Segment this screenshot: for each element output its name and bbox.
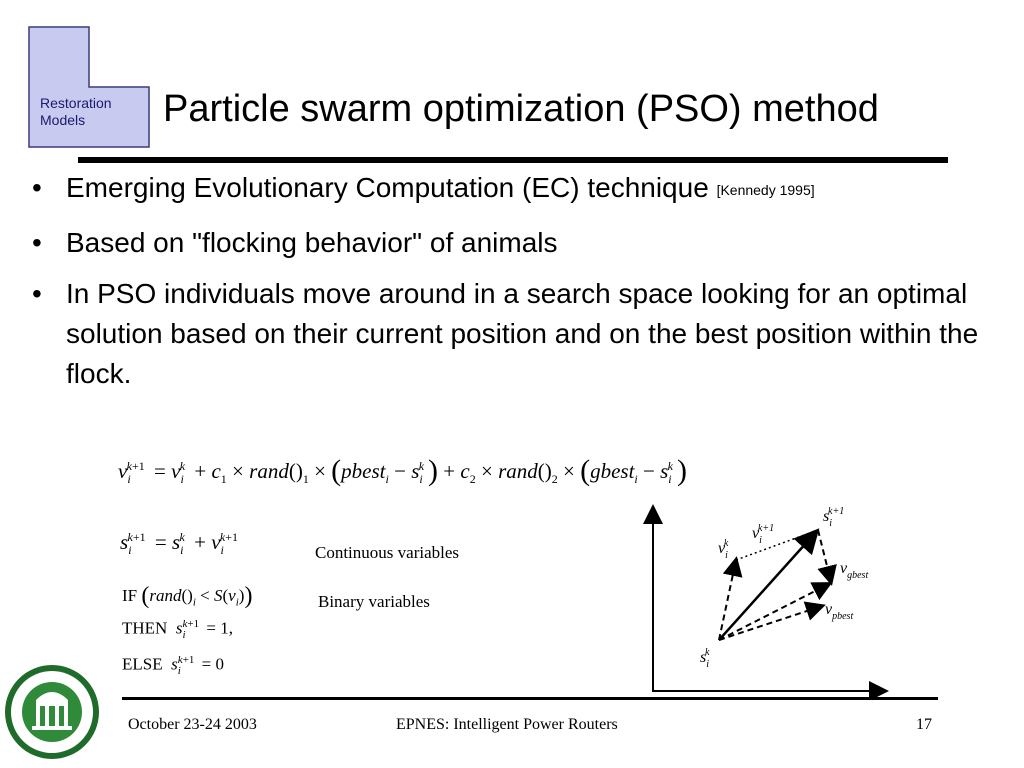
if-keyword: IF (122, 586, 138, 605)
slide-title: Particle swarm optimization (PSO) method (163, 88, 879, 130)
s-ik1-vector (718, 528, 820, 641)
label-v-ik: vik (718, 538, 729, 561)
bullet-item: • In PSO individuals move around in a se… (30, 274, 990, 394)
label-v-gbest: vgbest (840, 560, 868, 581)
else-keyword: ELSE (122, 654, 163, 674)
continuous-variables-label: Continuous variables (315, 543, 460, 562)
binary-then-line: THEN sik+1 = 1, (122, 618, 233, 642)
bullet-dot: • (32, 227, 42, 258)
logo-shape (28, 26, 150, 148)
bullet-item: • Emerging Evolutionary Computation (EC)… (30, 168, 990, 212)
logo-line-2: Models (40, 112, 86, 128)
bullet-text: Emerging Evolutionary Computation (EC) t… (66, 172, 709, 203)
citation: [Kennedy 1995] (716, 182, 815, 198)
title-underline (78, 157, 948, 163)
bullet-text: Based on "flocking behavior" of animals (66, 227, 558, 258)
label-s-ik1: sik+1 (823, 506, 844, 529)
gbest-pull-vector (718, 582, 833, 641)
university-seal-logo (5, 665, 99, 759)
label-s-ik: sik (700, 647, 710, 670)
bullet-list: • Emerging Evolutionary Computation (EC)… (30, 168, 990, 405)
label-v-ik1: vik+1 (752, 523, 774, 546)
footer-title: EPNES: Intelligent Power Routers (396, 716, 618, 733)
v-gbest-vector (817, 529, 837, 586)
logo-line-1: Restoration (40, 95, 112, 111)
velocity-update-equation: vik+1 = vik + c1 × rand()1 × (pbesti − s… (118, 454, 687, 487)
bullet-text: In PSO individuals move around in a sear… (66, 278, 979, 389)
binary-if-line: IF (rand()i < S(vi)) (122, 583, 253, 609)
label-v-pbest: vpbest (825, 601, 853, 622)
then-keyword: THEN (122, 618, 168, 638)
v-ik-vector (718, 556, 743, 641)
bullet-item: • Based on "flocking behavior" of animal… (30, 223, 990, 263)
pso-vector-diagram: vik vik+1 sik+1 vgbest vpbest sik (643, 504, 889, 700)
footer-date: October 23-24 2003 (128, 716, 257, 733)
bullet-dot: • (32, 278, 42, 309)
page-number: 17 (916, 716, 932, 733)
logo-text: Restoration Models (40, 95, 112, 129)
v-pbest-vector (718, 601, 826, 641)
footer-rule (122, 697, 938, 700)
binary-else-line: ELSE sik+1 = 0 (122, 654, 224, 678)
bullet-dot: • (32, 172, 42, 203)
binary-variables-label: Binary variables (318, 592, 430, 611)
position-update-equation: sik+1 = sik + vik+1 (120, 530, 238, 558)
restoration-models-logo: Restoration Models (28, 26, 150, 148)
